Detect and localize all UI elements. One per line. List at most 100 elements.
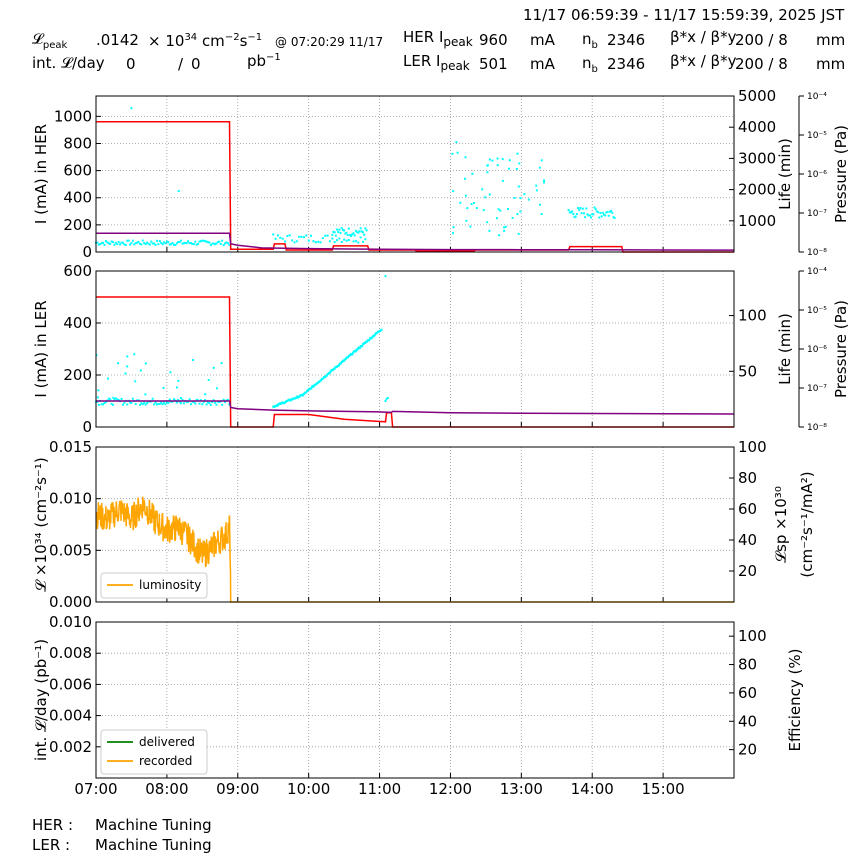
lifetime-point [364,238,367,241]
lifetime-point [209,244,212,247]
lifetime-point [310,234,313,237]
y-tick-label: 0 [82,418,92,436]
lifetime-point [340,362,343,365]
lifetime-point [305,234,308,237]
lifetime-point [569,211,572,214]
lifetime-point [141,403,144,406]
lifetime-point [158,402,161,405]
lifetime-point [205,240,208,243]
lifetime-point [333,231,336,234]
x-tick-label: 10:00 [287,780,330,798]
lifetime-point [366,340,369,343]
lifetime-point [591,213,594,216]
lifetime-point [97,389,100,392]
lifetime-point [99,243,102,246]
lifetime-point [184,241,187,244]
lifetime-point [207,241,210,244]
lifetime-point [195,398,198,401]
lifetime-point [343,238,346,241]
lifetime-point [603,213,606,216]
ler-nb-value: 2346 [607,55,646,73]
lifetime-point [594,208,597,211]
lifetime-point [129,401,132,404]
lifetime-point [153,242,156,245]
lifetime-point [177,240,180,243]
lifetime-point [154,401,157,404]
y2-tick-label: 60 [738,684,757,702]
y-tick-label: 200 [63,366,92,384]
lifetime-point [211,400,214,403]
lifetime-point [612,216,615,219]
lifetime-point [293,241,296,244]
lifetime-point [314,241,317,244]
lifetime-point [211,242,214,245]
lifetime-point [228,243,231,246]
y-axis-label: I (mA) in HER [32,124,50,224]
lifetime-point [296,395,299,398]
lifetime-point [102,403,105,406]
lifetime-point [333,241,336,244]
y2-tick-label: 40 [738,712,757,730]
lifetime-point [295,240,298,243]
lifetime-point [189,242,192,245]
lifetime-point [100,242,103,245]
series-line [96,121,734,253]
lifetime-point [192,401,195,404]
lifetime-point [160,401,163,404]
lifetime-point [363,233,366,236]
lifetime-point [214,401,217,404]
lifetime-point [345,231,348,234]
lifetime-point [153,403,156,406]
lifetime-point [322,377,325,380]
lifetime-point [582,212,585,215]
lifetime-point [110,402,113,405]
lifetime-point [212,399,215,402]
her-nb-label: nb [582,30,598,51]
lifetime-point [102,241,105,244]
lifetime-point [175,401,178,404]
lifetime-point [464,194,467,197]
lifetime-point [218,240,221,243]
lifetime-point [180,402,183,405]
lifetime-point [155,403,158,406]
lifetime-point [579,207,582,210]
lifetime-point [574,215,577,218]
lifetime-point [539,203,542,206]
lifetime-point [107,397,110,400]
lpeak-label: 𝓛peak [32,30,68,51]
lifetime-point [124,372,127,375]
lifetime-point [274,237,277,240]
y2-tick-label: 80 [738,656,757,674]
legend-box [100,572,208,599]
lifetime-point [272,233,275,236]
pressure-axis-label: Pressure (Pa) [832,300,850,398]
lifetime-point [334,234,337,237]
pressure-tick-label: 10⁻⁸ [807,423,827,433]
lifetime-point [116,398,119,401]
lifetime-point [168,398,171,401]
lifetime-point [486,164,489,167]
lifetime-point [568,211,571,214]
lifetime-point [294,397,297,400]
lifetime-point [605,211,608,214]
her-ipeak-value: 960 [479,31,508,49]
pressure-axis-label: Pressure (Pa) [832,125,850,223]
lifetime-point [365,229,368,232]
lifetime-point [340,227,343,230]
lifetime-point [464,156,467,159]
y-tick-label: 0.010 [49,613,92,631]
lifetime-point [385,397,388,400]
lifetime-point [107,242,110,245]
lifetime-point [96,396,99,399]
lifetime-point [180,397,183,400]
y-tick-label: 600 [63,162,92,180]
lifetime-point [359,236,362,239]
lifetime-point [192,243,195,246]
lifetime-point [584,216,587,219]
lifetime-point [384,400,387,402]
lifetime-point [134,402,137,405]
lifetime-point [352,232,355,235]
lifetime-point [496,164,499,167]
lifetime-point [611,211,614,214]
lifetime-point [543,181,546,184]
